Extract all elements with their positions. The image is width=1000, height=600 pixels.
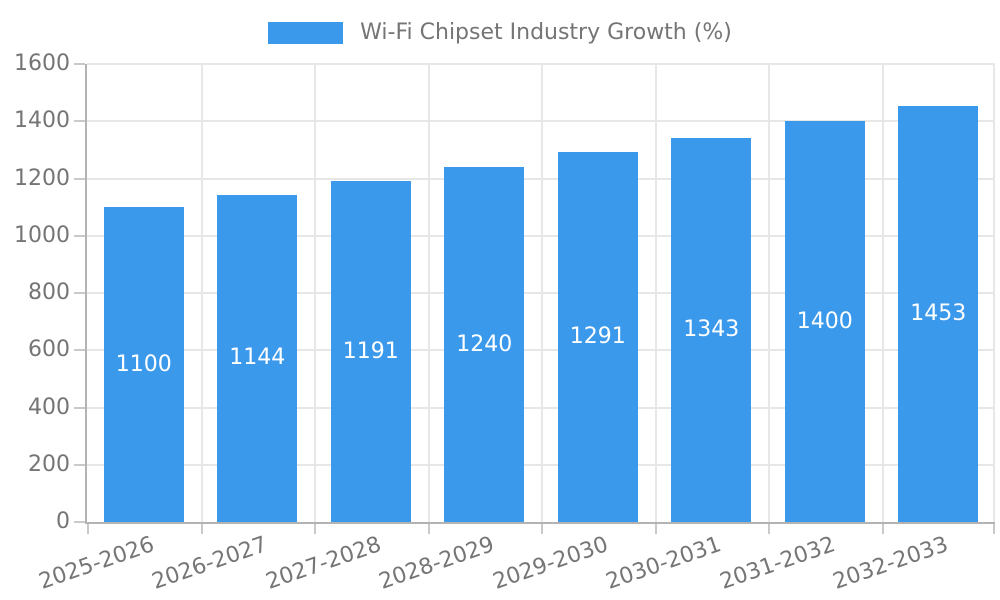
y-tick-mark (74, 521, 85, 523)
legend-label: Wi-Fi Chipset Industry Growth (%) (360, 20, 732, 45)
plot-area: 0 200 400 600 800 1000 1200 1400 1600 1100 2025-20… (14, 53, 995, 595)
y-tick-mark (74, 234, 85, 237)
bar[interactable]: 1400 (784, 121, 865, 522)
x-gridline (314, 64, 316, 522)
bar[interactable]: 1291 (557, 152, 638, 522)
bar[interactable]: 1240 (444, 167, 525, 522)
x-gridline (428, 64, 430, 522)
x-gridline (768, 64, 770, 522)
y-tick-label: 400 (28, 394, 70, 420)
y-tick-mark (74, 349, 85, 352)
y-tick-mark (74, 177, 85, 180)
x-tick-label: 2031-2032 (716, 532, 839, 595)
bar-value-label: 1240 (456, 331, 513, 357)
x-gridline (993, 64, 995, 522)
bar-value-label: 1291 (569, 324, 626, 350)
bar[interactable]: 1191 (330, 181, 411, 522)
x-tick-label: 2025-2026 (35, 532, 158, 595)
y-tick-mark (74, 63, 85, 65)
y-tick-label: 200 (28, 451, 70, 477)
y-tick-label: 1600 (14, 51, 70, 76)
y-tick-label: 1200 (14, 165, 70, 191)
bar-value-label: 1191 (342, 338, 399, 364)
bar-value-label: 1453 (910, 301, 967, 327)
bar[interactable]: 1343 (671, 137, 752, 522)
x-tick-mark (314, 524, 316, 534)
x-tick-mark (993, 524, 995, 534)
y-tick-label: 600 (28, 337, 70, 363)
y-tick-mark (74, 406, 85, 409)
y-tick-label: 800 (28, 280, 70, 305)
x-gridline (201, 64, 203, 522)
x-tick-mark (428, 524, 430, 534)
y-tick-label: 1000 (14, 222, 70, 248)
x-tick-label: 2027-2028 (262, 532, 385, 595)
x-tick-mark (87, 524, 89, 534)
y-tick-mark (74, 463, 85, 466)
x-gridline (541, 64, 543, 522)
x-tick-mark (882, 524, 884, 534)
y-tick-label: 1400 (14, 108, 70, 134)
y-tick-mark (74, 292, 85, 294)
bar[interactable]: 1453 (898, 106, 979, 522)
x-tick-mark (201, 524, 203, 534)
legend-color-swatch (268, 22, 344, 45)
y-tick-mark (74, 120, 85, 123)
x-tick-label: 2026-2027 (149, 532, 271, 595)
bar[interactable]: 1144 (217, 194, 298, 522)
x-tick-label: 2032-2033 (830, 532, 952, 595)
bar[interactable]: 1100 (103, 207, 184, 522)
x-tick-mark (541, 524, 543, 534)
bar-value-label: 1144 (229, 345, 286, 371)
x-gridline (655, 64, 657, 522)
bar-value-label: 1343 (683, 316, 740, 342)
y-axis-line (85, 64, 87, 524)
x-axis-line (85, 522, 995, 524)
bar-value-label: 1400 (796, 308, 853, 334)
x-tick-label: 2030-2031 (603, 532, 725, 595)
x-tick-label: 2028-2029 (376, 532, 498, 595)
x-tick-label: 2029-2030 (489, 532, 612, 595)
x-tick-mark (655, 524, 657, 534)
x-tick-mark (768, 524, 770, 534)
bar-value-label: 1100 (115, 351, 172, 377)
y-tick-label: 0 (56, 509, 70, 534)
x-gridline (882, 64, 884, 522)
chart-legend[interactable]: Wi-Fi Chipset Industry Growth (%) (0, 20, 1000, 46)
